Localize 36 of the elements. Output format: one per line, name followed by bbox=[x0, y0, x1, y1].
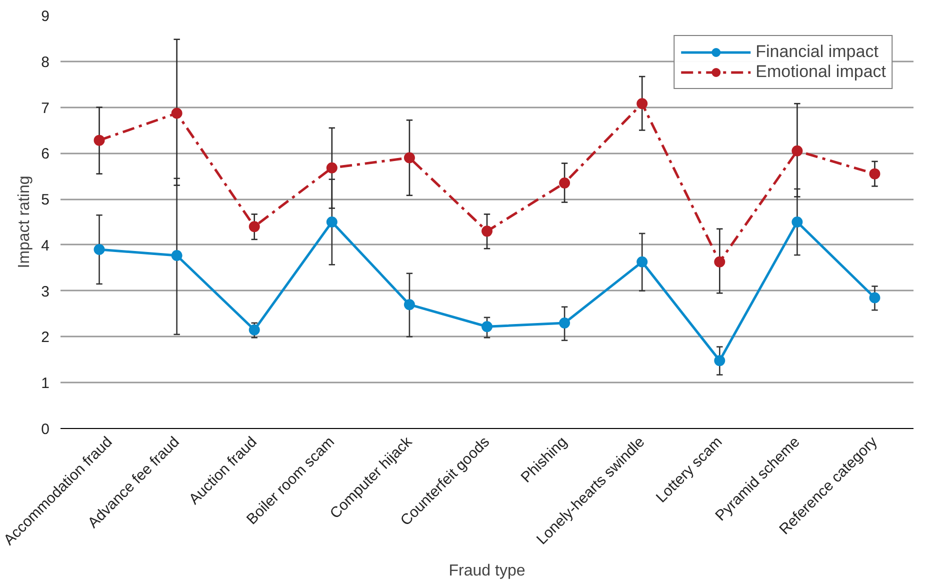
point bbox=[792, 216, 803, 228]
point bbox=[94, 244, 105, 256]
y-tick-label: 8 bbox=[41, 54, 50, 71]
y-tick-label: 2 bbox=[41, 329, 50, 346]
point bbox=[636, 98, 648, 110]
point bbox=[248, 324, 260, 336]
x-axis-title: Fraud type bbox=[448, 562, 526, 580]
y-tick-label: 4 bbox=[41, 237, 50, 254]
point bbox=[714, 355, 726, 366]
point bbox=[559, 178, 570, 188]
point bbox=[482, 226, 492, 237]
point bbox=[248, 221, 260, 232]
y-tick-label: 0 bbox=[41, 421, 50, 438]
point bbox=[559, 317, 570, 328]
legend-label: Financial impact bbox=[756, 42, 878, 62]
point bbox=[636, 256, 648, 268]
y-tick-label: 5 bbox=[41, 192, 50, 209]
point bbox=[94, 134, 105, 146]
y-tick-label: 7 bbox=[41, 100, 50, 117]
point bbox=[869, 292, 880, 304]
point bbox=[326, 216, 338, 228]
point bbox=[714, 256, 726, 268]
point bbox=[792, 145, 803, 156]
point bbox=[171, 108, 182, 119]
point bbox=[326, 162, 338, 174]
y-tick-label: 3 bbox=[41, 283, 50, 300]
y-tick-label: 9 bbox=[41, 8, 50, 25]
point bbox=[404, 299, 415, 310]
point bbox=[869, 168, 880, 180]
legend-label: Emotional impact bbox=[756, 62, 886, 82]
y-tick-label: 1 bbox=[41, 375, 50, 392]
point bbox=[404, 152, 415, 164]
point bbox=[482, 321, 492, 332]
y-tick-label: 6 bbox=[41, 146, 50, 163]
point bbox=[171, 250, 182, 261]
y-axis-title: Impact rating bbox=[16, 176, 34, 268]
